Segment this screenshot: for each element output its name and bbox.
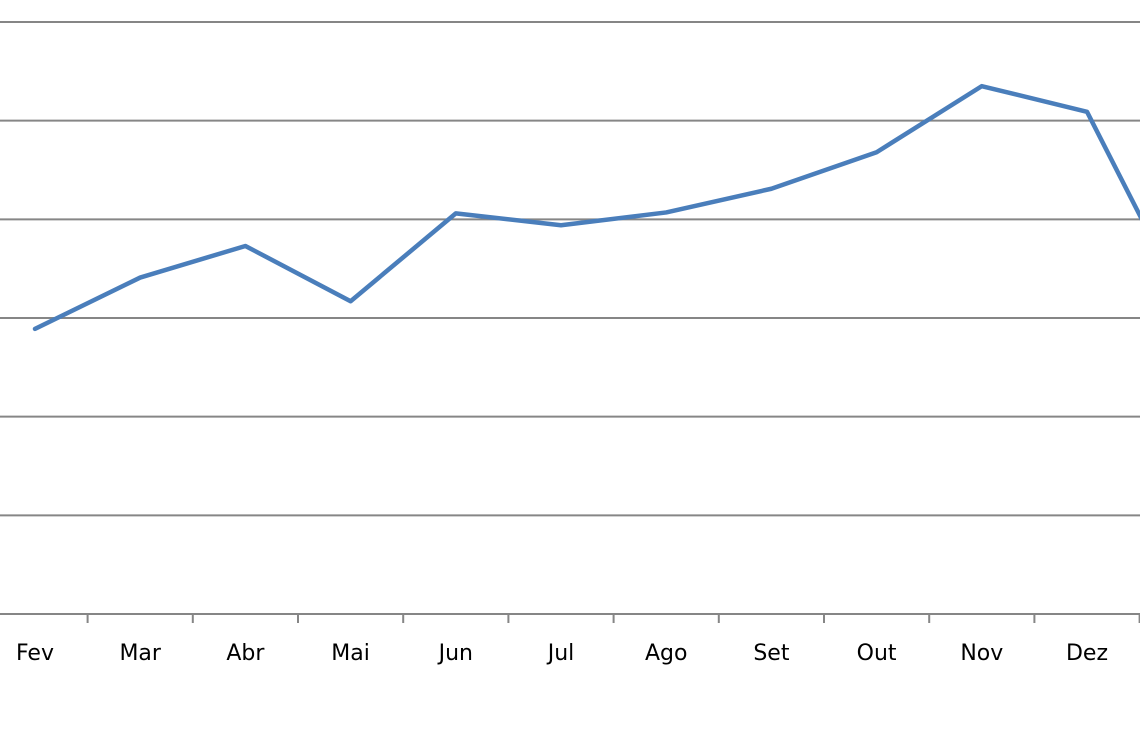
x-tick-label: Nov bbox=[960, 641, 1003, 666]
x-tick-label: Ago bbox=[645, 641, 687, 666]
x-tick-label: Fev bbox=[16, 641, 54, 666]
x-tick-label: Mai bbox=[331, 641, 370, 666]
x-tick-label: Dez bbox=[1066, 641, 1108, 666]
data-line bbox=[32, 83, 1140, 332]
x-tick-label: Out bbox=[857, 641, 897, 666]
x-tick-label: Set bbox=[753, 641, 790, 666]
x-tick-label: Mar bbox=[119, 641, 161, 666]
x-tick-label: Jun bbox=[437, 641, 473, 666]
x-tick-label: Abr bbox=[226, 641, 265, 666]
x-tick-label: Jul bbox=[546, 641, 575, 666]
